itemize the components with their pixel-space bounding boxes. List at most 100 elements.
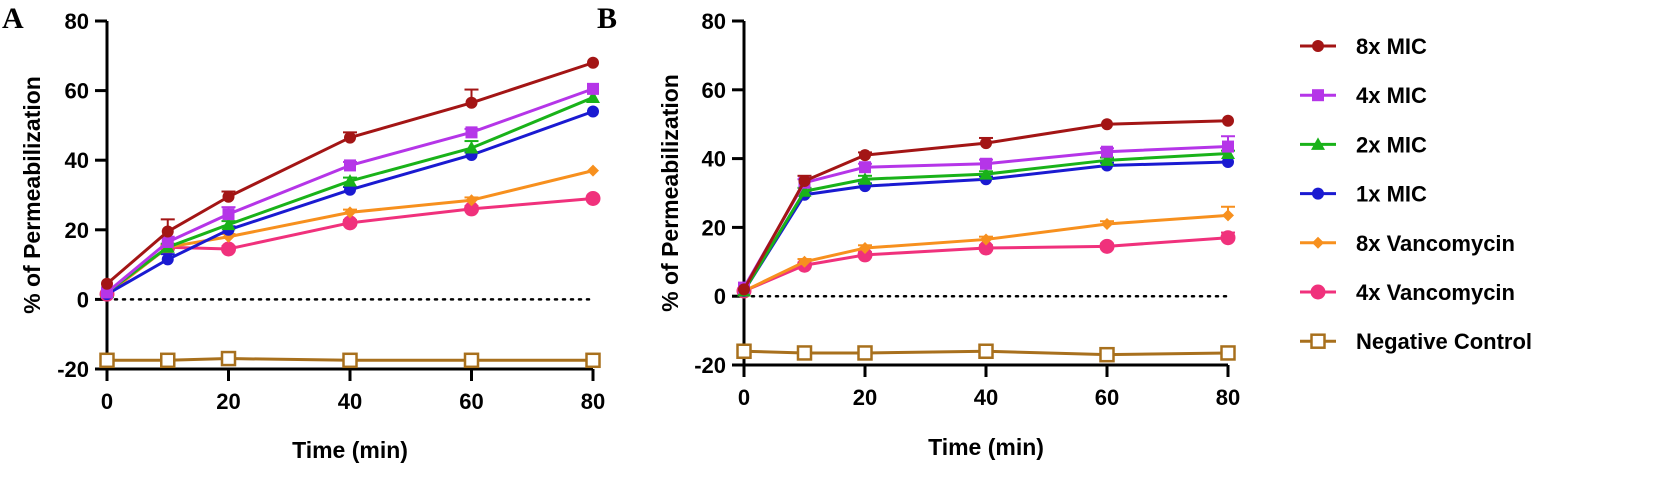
y-axis-title: % of Permeabilization [657,74,683,312]
data-point [980,137,992,150]
legend-label: 4x MIC [1356,83,1427,108]
x-tick-label: 20 [216,389,240,414]
data-point [857,345,873,361]
data-point [587,82,599,95]
data-point [587,56,599,69]
data-point [585,190,601,206]
series-line [743,349,1229,357]
data-point [161,235,174,248]
data-point [161,225,174,238]
data-point [220,350,237,367]
data-point [1101,145,1113,158]
data-point [978,343,994,359]
series-line [106,87,594,294]
legend-marker [1312,89,1324,102]
data-point [343,174,357,187]
y-tick-label: 60 [65,79,89,104]
x-tick-label: 60 [1095,385,1119,410]
data-point [585,352,601,369]
y-tick-label: -20 [694,353,726,378]
data-point [798,174,811,187]
series-negative-control [736,343,1236,363]
panel-b-chart: B -20 0 20 40 60 80 0 20 40 60 80 Time (min) % of Per… [597,2,1240,460]
data-point [465,96,478,109]
series-line [743,213,1229,293]
legend-label: 1x MIC [1356,182,1427,207]
y-axis-title: % of Permeabilization [19,76,45,314]
panel-a-chart: A -20 0 20 40 60 80 0 20 40 60 80 Time (min) % of Per… [2,2,605,463]
data-point [160,352,176,369]
legend-marker [1312,40,1324,52]
legend-marker [1312,236,1324,249]
series-line [106,110,594,296]
legend-item: 8x Vancomycin [1300,231,1515,256]
y-tick-label: 20 [65,218,89,243]
series-line [106,61,594,285]
series-8x-mic [101,56,599,290]
x-tick-label: 40 [974,385,998,410]
data-point [798,255,811,268]
series-8x-mic [738,114,1234,296]
legend-item: 4x MIC [1300,83,1427,108]
x-tick-label: 20 [853,385,877,410]
legend-item: 1x MIC [1300,182,1427,207]
y-tick-label: 40 [65,148,89,173]
data-point [99,352,115,369]
data-point [587,105,599,118]
x-tick-label: 80 [1216,385,1240,410]
series-4x-mic [738,135,1235,294]
data-point [344,131,356,144]
series-negative-control [99,350,601,369]
data-point [465,126,478,139]
legend-marker [1310,284,1326,300]
x-tick-label: 40 [338,389,362,414]
data-point [161,253,174,266]
data-point [587,164,599,177]
x-tick-label: 0 [101,389,113,414]
x-tick-label: 80 [581,389,605,414]
x-tick-label: 60 [459,389,483,414]
panel-label-a: A [2,2,24,35]
data-point [342,215,358,231]
data-point [980,233,992,246]
legend-label: 8x MIC [1356,34,1427,59]
legend: 8x MIC 4x MIC 2x MIC 1x MIC 8x Vancomycin 4x … [1300,34,1532,354]
legend-item: 8x MIC [1300,34,1427,59]
data-point [857,247,873,263]
data-point [1101,217,1113,230]
data-point [464,141,479,154]
y-tick-label: 80 [702,9,726,34]
series-8x-vancomycin [738,205,1235,298]
data-point [736,343,752,359]
data-point [1221,146,1235,159]
legend-marker [1312,187,1324,200]
data-point [221,217,236,231]
data-point [344,159,356,172]
y-tick-label: 0 [77,287,89,312]
data-point [859,161,871,174]
data-point [1099,346,1115,363]
series-line [106,96,594,294]
legend-marker [1310,333,1326,349]
data-point [1100,153,1114,166]
series-1x-mic [101,105,599,301]
data-point [1222,140,1234,153]
legend-item: 2x MIC [1300,132,1427,157]
data-point [342,352,358,369]
data-point [980,157,992,170]
data-point [1222,114,1234,127]
legend-label: 4x Vancomycin [1356,280,1515,305]
series-line [742,119,1229,291]
data-point [463,352,480,369]
legend-item: 4x Vancomycin [1300,280,1515,305]
data-point [797,184,812,197]
data-point [464,201,479,217]
series-line [107,357,593,362]
y-tick-label: 20 [702,215,726,240]
data-point [1220,345,1236,361]
y-tick-label: 80 [65,9,89,34]
x-tick-label: 0 [738,385,750,410]
data-point [858,172,872,185]
panel-label-b: B [597,2,617,35]
